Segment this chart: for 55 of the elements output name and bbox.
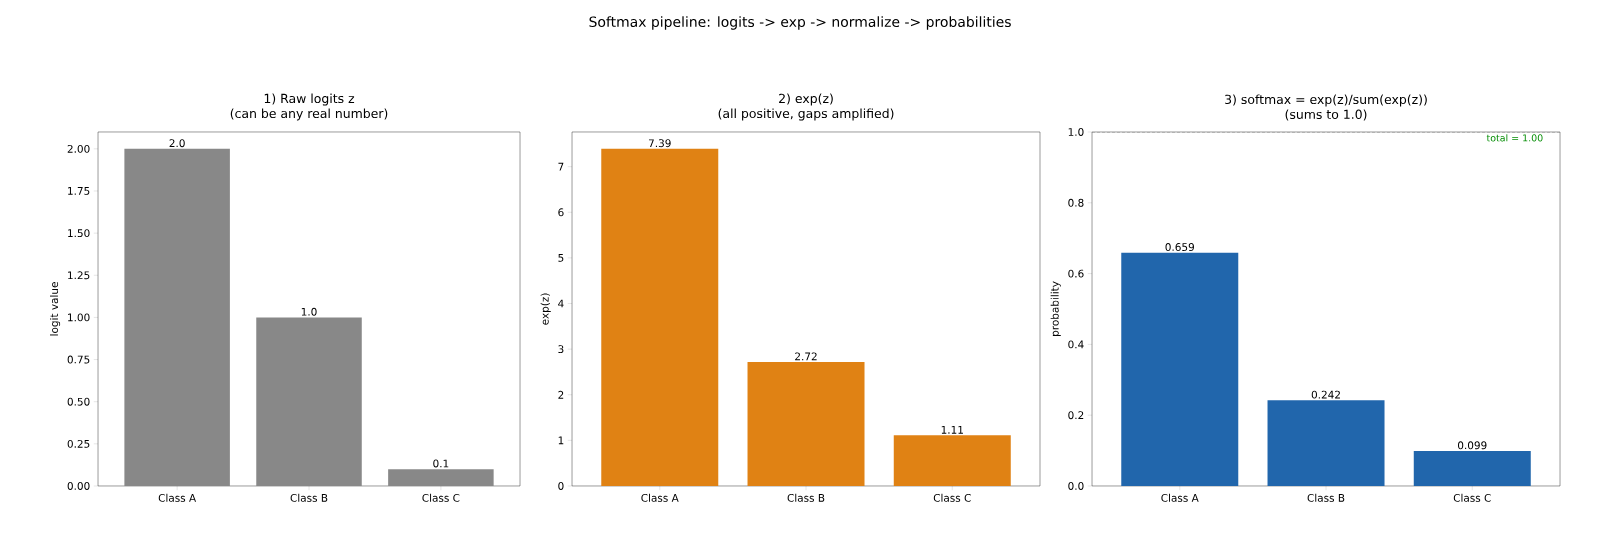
data-label: 2.0 <box>169 139 185 148</box>
x-tick-label: Class B <box>1307 493 1345 502</box>
chart-title: 2) exp(z) (all positive, gaps amplified) <box>718 93 894 121</box>
y-axis-title: logit value <box>50 282 61 336</box>
x-tick-label: Class C <box>1453 493 1491 502</box>
data-label: 0.659 <box>1165 243 1194 251</box>
x-tick-label: Class C <box>422 493 460 502</box>
y-axis-title: exp(z) <box>540 293 551 325</box>
y-tick-label: 2 <box>558 390 564 399</box>
data-label: 1.11 <box>941 426 963 434</box>
chart-title: 3) softmax = exp(z)/sum(exp(z)) (sums to 1.0) <box>1225 94 1427 121</box>
data-label: 2.72 <box>795 352 817 361</box>
y-tick-label: 0.25 <box>67 439 90 448</box>
bar <box>893 435 1011 486</box>
y-tick-label: 0.4 <box>1068 340 1084 349</box>
x-tick-label: Class B <box>290 493 328 502</box>
y-tick-label: 7 <box>558 162 564 171</box>
data-label: 0.1 <box>433 459 449 468</box>
y-tick-label: 3 <box>558 345 564 354</box>
y-tick-label: 0 <box>558 482 564 490</box>
y-tick-label: 0.8 <box>1068 198 1084 207</box>
y-tick-label: 0.00 <box>67 482 90 490</box>
bar <box>1267 400 1385 486</box>
y-tick-label: 1.75 <box>68 187 90 195</box>
ref-line-label: total = 1.00 <box>1486 134 1543 142</box>
data-label: 7.39 <box>648 139 671 148</box>
y-tick-label: 1.25 <box>68 271 90 280</box>
y-tick-label: 1.0 <box>1068 128 1084 136</box>
data-label: 0.099 <box>1457 441 1487 450</box>
x-tick-label: Class B <box>787 493 825 502</box>
bar <box>1413 450 1531 486</box>
y-axis-title: probability <box>1050 281 1061 336</box>
y-tick-label: 1.50 <box>68 229 90 238</box>
bar <box>601 148 719 486</box>
x-tick-label: Class A <box>1161 493 1199 502</box>
chart-title: 1) Raw logits z (can be any real number) <box>230 93 388 121</box>
bar <box>1121 252 1239 486</box>
y-tick-label: 6 <box>558 208 564 217</box>
y-tick-label: 0.2 <box>1068 411 1084 420</box>
x-tick-label: Class A <box>641 493 679 502</box>
y-tick-label: 0.50 <box>67 397 90 406</box>
y-tick-label: 1.00 <box>68 313 90 322</box>
x-tick-label: Class C <box>933 493 971 502</box>
data-label: 1.0 <box>301 307 317 316</box>
y-tick-label: 1 <box>558 436 564 445</box>
y-tick-label: 2.00 <box>67 144 90 153</box>
y-tick-label: 0.6 <box>1068 269 1084 278</box>
y-tick-label: 0.0 <box>1068 482 1084 490</box>
y-tick-label: 4 <box>558 299 564 308</box>
bar <box>747 361 865 486</box>
y-tick-label: 5 <box>558 254 564 262</box>
x-tick-label: Class A <box>158 493 197 502</box>
y-tick-label: 0.75 <box>67 355 90 364</box>
text: Softmax pipeline: logits -> exp -> normalize -> probabilities <box>589 16 1011 30</box>
data-label: 0.242 <box>1311 390 1340 399</box>
